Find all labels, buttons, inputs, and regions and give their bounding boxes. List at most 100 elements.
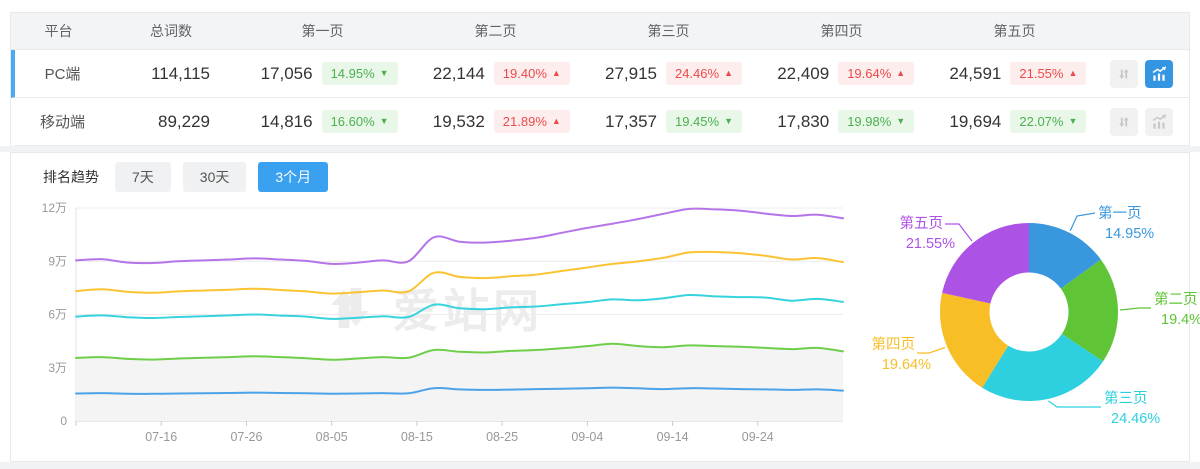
arrow-down-icon: ▼ bbox=[724, 116, 733, 126]
series-line-第四页累计 bbox=[75, 250, 844, 295]
x-axis-label: 09-04 bbox=[571, 430, 603, 444]
change-badge-up: 21.55% ▲ bbox=[1010, 62, 1087, 85]
section-title: 排名趋势 bbox=[43, 169, 99, 185]
change-badge-down: 19.98% ▼ bbox=[838, 110, 915, 133]
table-row-移动端[interactable]: 移动端 89,229 14,816 16.60% ▼ 19,532 21.89% ▲ 17,35… bbox=[11, 98, 1189, 146]
donut-label-percent: 14.95% bbox=[1105, 226, 1154, 242]
change-percent: 24.46% bbox=[674, 66, 720, 81]
y-axis-label: 6万 bbox=[48, 308, 67, 322]
page-count-value: 19,694 bbox=[949, 111, 1002, 131]
page-count-value: 22,144 bbox=[432, 63, 485, 83]
change-badge-up: 24.46% ▲ bbox=[665, 62, 742, 85]
page-4-cell: 17,830 19.98% ▼ bbox=[757, 110, 929, 133]
donut-label-name: 第三页 bbox=[1104, 389, 1148, 407]
donut-slice-第四页[interactable] bbox=[940, 292, 1009, 388]
platform-label: PC端 bbox=[44, 66, 81, 83]
donut-slice-第五页[interactable] bbox=[942, 223, 1029, 304]
donut-label-percent: 21.55% bbox=[906, 236, 955, 252]
trend-chart-icon[interactable] bbox=[1144, 107, 1173, 136]
change-percent: 22.07% bbox=[1019, 114, 1064, 129]
page-count-value: 19,532 bbox=[432, 111, 485, 131]
change-badge-down: 16.60% ▼ bbox=[321, 110, 398, 133]
donut-label-name: 第二页 bbox=[1154, 290, 1198, 308]
arrow-up-icon: ▲ bbox=[1068, 68, 1078, 78]
change-percent: 19.98% bbox=[847, 114, 892, 129]
line-chart-svg: 0 3万 6万 9万 12万 07-16 07-26 08-05 08-15 08-25 09-04… bbox=[42, 201, 844, 444]
row-action-icons bbox=[1101, 107, 1189, 136]
donut-label-percent: 24.46% bbox=[1111, 411, 1160, 427]
change-badge-up: 19.40% ▲ bbox=[493, 62, 570, 85]
trend-toolbar: 排名趋势 7天 30天 3个月 bbox=[11, 153, 1189, 192]
sort-arrows-icon[interactable] bbox=[1109, 107, 1138, 136]
donut-chart-svg: 第一页 14.95% 第二页 19.4% 第三页 24.46% 第四页 19.64% 第五页 21… bbox=[872, 204, 1200, 427]
page-bottom-strip bbox=[0, 462, 1200, 469]
page-1-cell: 14,816 16.60% ▼ bbox=[240, 110, 412, 133]
donut-slice-第三页[interactable] bbox=[982, 333, 1104, 401]
change-percent: 19.45% bbox=[674, 114, 720, 129]
total-words-value: 114,115 bbox=[151, 63, 210, 83]
page-count-value: 14,816 bbox=[260, 111, 313, 131]
page-2-cell: 22,144 19.40% ▲ bbox=[412, 62, 584, 85]
series-line-第一页 bbox=[75, 386, 844, 395]
change-percent: 19.64% bbox=[847, 66, 892, 81]
y-axis-label: 0 bbox=[60, 414, 67, 428]
sort-arrows-icon[interactable] bbox=[1109, 59, 1138, 88]
arrow-down-icon: ▼ bbox=[379, 116, 389, 126]
arrow-down-icon: ▼ bbox=[1068, 116, 1078, 126]
table-row-PC端[interactable]: PC端 114,115 17,056 14.95% ▼ 22,144 19.40% ▲ 27,9… bbox=[11, 50, 1189, 98]
change-badge-up: 21.89% ▲ bbox=[493, 110, 570, 133]
area-fill bbox=[76, 343, 843, 421]
x-axis-label: 07-16 bbox=[145, 430, 177, 444]
page-count-value: 17,830 bbox=[777, 111, 830, 131]
series-line-第三页累计 bbox=[75, 293, 844, 320]
column-header-2: 总词数 bbox=[150, 23, 192, 39]
donut-slice-第一页[interactable] bbox=[1029, 223, 1101, 289]
tab-3个月[interactable]: 3个月 bbox=[258, 162, 329, 192]
column-header-3: 第一页 bbox=[301, 23, 344, 39]
row-action-icons bbox=[1101, 59, 1189, 88]
y-axis-label: 9万 bbox=[48, 254, 67, 268]
page-count-value: 22,409 bbox=[777, 63, 830, 83]
donut-leader-line bbox=[917, 346, 946, 354]
page-5-cell: 19,694 22.07% ▼ bbox=[929, 110, 1101, 133]
donut-label-percent: 19.4% bbox=[1161, 312, 1200, 328]
page-4-cell: 22,409 19.64% ▲ bbox=[757, 62, 929, 85]
page-count-value: 24,591 bbox=[949, 63, 1002, 83]
donut-leader-line bbox=[1069, 212, 1096, 232]
donut-leader-line bbox=[945, 223, 973, 242]
page-share-donut-chart: 第一页 14.95% 第二页 19.4% 第三页 24.46% 第四页 19.64% 第五页 21… bbox=[871, 191, 1200, 453]
change-badge-up: 19.64% ▲ bbox=[838, 62, 915, 85]
page-count-value: 27,915 bbox=[604, 63, 657, 83]
donut-label-percent: 19.64% bbox=[882, 357, 931, 373]
column-header-1: 平台 bbox=[44, 23, 73, 39]
donut-label-name: 第四页 bbox=[872, 335, 916, 353]
x-axis-label: 09-14 bbox=[657, 430, 689, 444]
tab-7天[interactable]: 7天 bbox=[115, 162, 171, 192]
page-count-value: 17,056 bbox=[260, 63, 313, 83]
donut-leader-line bbox=[1119, 307, 1151, 311]
card-divider bbox=[0, 146, 1200, 152]
ranking-trend-card: 排名趋势 7天 30天 3个月 爱站网 0 3万 6万 9万 12万 07-16 07-26 08… bbox=[10, 152, 1200, 462]
arrow-up-icon: ▲ bbox=[551, 116, 561, 126]
arrow-up-icon: ▲ bbox=[724, 68, 733, 78]
column-header-6: 第四页 bbox=[820, 23, 863, 39]
tab-30天[interactable]: 30天 bbox=[182, 162, 247, 192]
change-badge-down: 22.07% ▼ bbox=[1010, 110, 1087, 133]
x-axis-label: 08-25 bbox=[486, 430, 518, 444]
x-axis-label: 08-15 bbox=[401, 430, 433, 444]
page-count-value: 17,357 bbox=[604, 111, 657, 131]
donut-slice-第二页[interactable] bbox=[1060, 259, 1118, 362]
x-axis-label: 08-05 bbox=[316, 430, 348, 444]
x-axis-label: 07-26 bbox=[230, 430, 262, 444]
change-percent: 21.89% bbox=[502, 114, 547, 129]
trend-chart-icon-active[interactable] bbox=[1144, 59, 1173, 88]
change-percent: 19.40% bbox=[502, 66, 547, 81]
donut-leader-line bbox=[1048, 400, 1101, 408]
change-percent: 16.60% bbox=[330, 114, 375, 129]
arrow-up-icon: ▲ bbox=[551, 68, 561, 78]
donut-label-name: 第五页 bbox=[900, 214, 944, 232]
platform-label: 移动端 bbox=[39, 114, 85, 131]
change-percent: 14.95% bbox=[330, 66, 375, 81]
series-line-第二页累计 bbox=[75, 342, 844, 361]
